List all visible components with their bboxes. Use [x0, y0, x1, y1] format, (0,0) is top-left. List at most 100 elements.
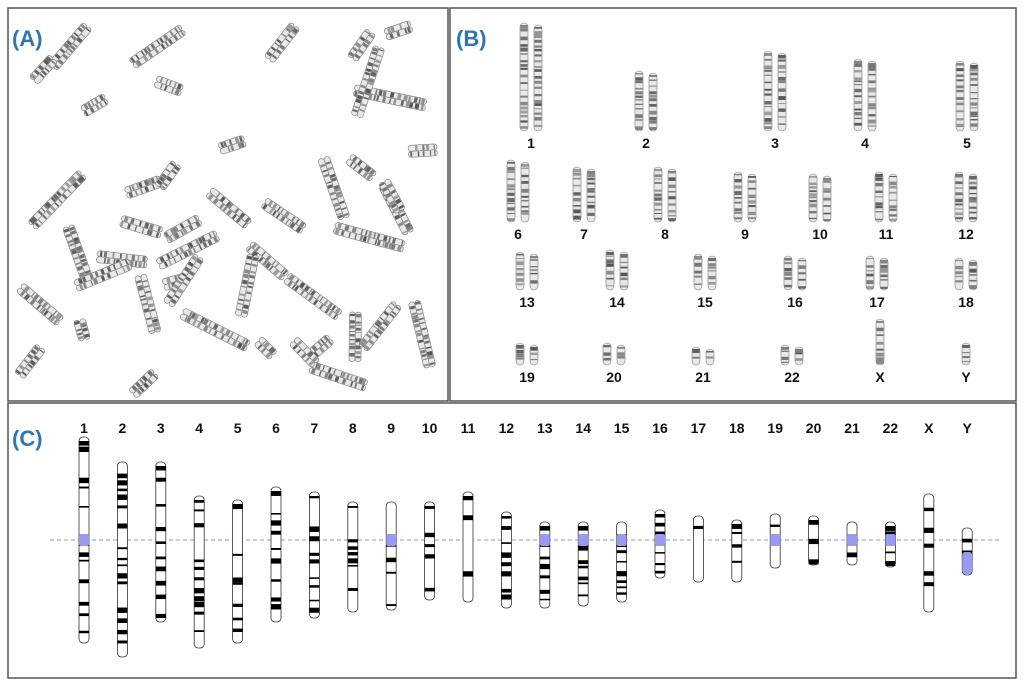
ideogram-band: [79, 613, 89, 617]
band: [422, 358, 428, 361]
band: [955, 265, 963, 270]
band: [76, 36, 83, 44]
band: [378, 49, 384, 52]
band: [163, 261, 169, 268]
band: [170, 288, 177, 293]
band: [171, 169, 177, 175]
band: [417, 151, 420, 157]
centromere: [885, 534, 896, 546]
band: [359, 341, 366, 347]
band: [154, 326, 161, 331]
ideogram-band: [271, 520, 281, 526]
band: [969, 181, 977, 185]
band: [136, 60, 142, 66]
band: [239, 212, 246, 219]
band: [382, 241, 385, 247]
band: [237, 142, 242, 149]
band: [573, 192, 581, 196]
band: [169, 252, 174, 258]
band: [534, 108, 542, 110]
band: [617, 355, 625, 359]
band: [868, 80, 876, 84]
band: [360, 229, 364, 235]
ideogram: [961, 527, 973, 576]
band: [47, 64, 53, 70]
band: [279, 44, 286, 51]
band: [534, 103, 542, 106]
band: [407, 96, 412, 102]
centromere: [578, 534, 589, 546]
band: [149, 329, 155, 333]
ideogram-band: [962, 538, 973, 543]
band: [868, 87, 876, 91]
ideogram-band: [808, 538, 819, 545]
band: [416, 332, 422, 337]
band: [192, 319, 197, 326]
band: [367, 81, 374, 86]
band: [587, 187, 595, 192]
metaphase-chromosome: [264, 22, 300, 63]
chromosome-label: 8: [661, 226, 669, 242]
band: [349, 345, 355, 350]
band: [795, 358, 803, 361]
band: [649, 127, 657, 130]
band: [635, 77, 643, 81]
band: [160, 184, 166, 190]
band: [42, 214, 48, 220]
band: [327, 184, 333, 189]
band: [507, 198, 515, 203]
band: [288, 221, 292, 227]
band: [267, 200, 274, 207]
ideogram-band: [424, 506, 435, 509]
ideogram-band: [501, 588, 512, 593]
band: [31, 292, 36, 297]
band: [393, 207, 399, 213]
band: [854, 64, 862, 67]
band: [393, 99, 397, 105]
band: [262, 340, 267, 345]
band: [412, 315, 418, 320]
band: [141, 228, 145, 234]
ideogram-band: [309, 577, 320, 579]
band: [139, 386, 145, 393]
band: [227, 202, 234, 209]
metaphase-chromosome: [156, 230, 220, 270]
band: [866, 258, 874, 260]
band: [80, 322, 86, 325]
ideogram-band: [424, 544, 435, 548]
band: [300, 290, 305, 296]
band: [823, 191, 831, 193]
band: [764, 65, 772, 69]
band: [389, 33, 394, 39]
band: [333, 184, 340, 190]
band: [415, 329, 421, 333]
band: [172, 226, 179, 233]
band: [420, 349, 426, 354]
band: [956, 89, 964, 93]
band: [420, 104, 424, 111]
band: [748, 180, 756, 183]
band: [355, 355, 361, 359]
ideogram-body: [693, 515, 704, 583]
ideogram: [654, 509, 666, 579]
band: [198, 244, 203, 250]
band: [119, 253, 123, 259]
band: [115, 270, 119, 276]
band: [778, 123, 786, 125]
band: [103, 257, 106, 263]
band: [258, 256, 264, 263]
chromosome-label: 6: [272, 420, 280, 436]
band: [305, 357, 310, 363]
ideogram-band: [271, 579, 281, 582]
band: [208, 233, 212, 239]
band: [374, 239, 378, 245]
band: [970, 118, 978, 121]
band: [188, 224, 194, 231]
band: [349, 342, 355, 346]
band: [362, 236, 367, 242]
band: [423, 363, 430, 367]
band: [79, 175, 86, 182]
band: [332, 314, 338, 320]
chromosome-label: 7: [311, 420, 319, 436]
band: [868, 103, 876, 107]
